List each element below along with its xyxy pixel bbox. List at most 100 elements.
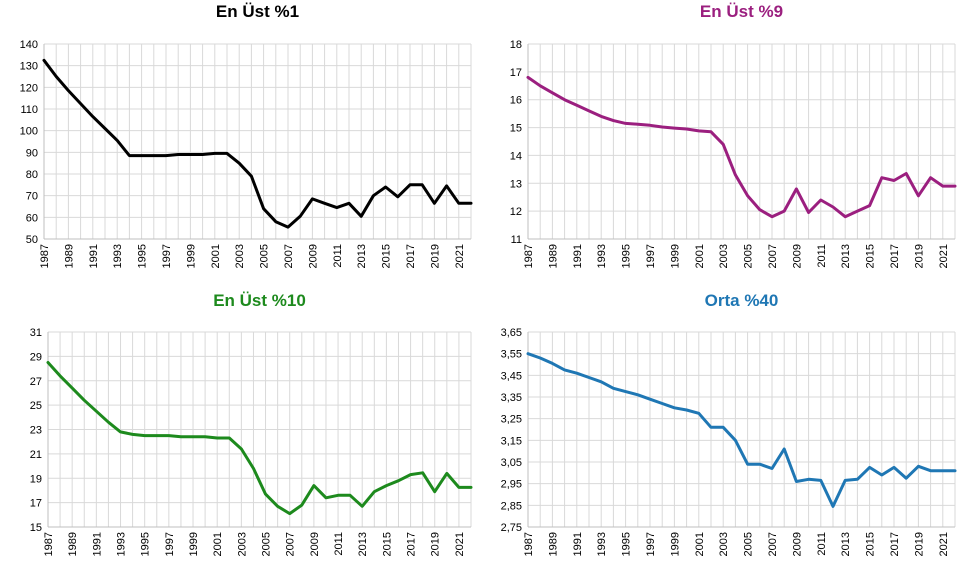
- y-tick-label: 80: [26, 169, 38, 181]
- y-tick-label: 27: [30, 376, 42, 388]
- data-point: [155, 434, 158, 437]
- chart-title: En Üst %9: [700, 2, 783, 21]
- y-tick-label: 120: [20, 82, 38, 94]
- data-point: [264, 493, 267, 496]
- x-tick-label: 1991: [88, 244, 100, 268]
- data-point: [600, 380, 603, 383]
- series-line: [42, 58, 473, 229]
- data-point: [880, 176, 883, 179]
- data-point: [783, 210, 786, 213]
- x-tick-label: 1995: [137, 244, 149, 268]
- x-tick-label: 2005: [261, 532, 273, 556]
- x-tick-label: 1987: [523, 532, 535, 556]
- data-point: [204, 435, 207, 438]
- x-tick-label: 1993: [596, 244, 608, 268]
- data-point: [445, 184, 448, 187]
- y-tick-label: 3,35: [501, 392, 522, 404]
- data-point: [189, 153, 192, 156]
- x-tick-label: 1999: [185, 244, 197, 268]
- data-point: [167, 434, 170, 437]
- data-point: [348, 202, 351, 205]
- x-tick-label: 2019: [429, 244, 441, 268]
- x-tick-label: 2009: [791, 532, 803, 556]
- data-point: [807, 211, 810, 214]
- data-point: [43, 59, 46, 62]
- data-point: [409, 183, 412, 186]
- x-tick-label: 2021: [454, 532, 466, 556]
- data-point: [868, 466, 871, 469]
- data-point: [783, 448, 786, 451]
- data-point: [771, 215, 774, 218]
- data-point: [685, 409, 688, 412]
- x-tick-label: 2015: [381, 244, 393, 268]
- data-point: [337, 494, 340, 497]
- data-point: [421, 471, 424, 474]
- chart-title: En Üst %10: [213, 291, 306, 310]
- x-tick-label: 1995: [621, 532, 633, 556]
- data-point: [551, 362, 554, 365]
- x-tick-label: 2019: [913, 532, 925, 556]
- data-point: [673, 406, 676, 409]
- data-point: [917, 465, 920, 468]
- x-tick-label: 1991: [91, 532, 103, 556]
- x-tick-label: 2011: [333, 532, 345, 556]
- data-point: [470, 202, 473, 205]
- data-point: [323, 202, 326, 205]
- data-point: [624, 122, 627, 125]
- data-point: [539, 357, 542, 360]
- y-tick-label: 21: [30, 449, 42, 461]
- data-point: [287, 226, 290, 229]
- y-tick-label: 130: [20, 61, 38, 73]
- data-point: [551, 91, 554, 94]
- y-tick-label: 90: [26, 147, 38, 159]
- series-line: [526, 352, 957, 508]
- data-point: [177, 153, 180, 156]
- y-tick-label: 31: [30, 327, 42, 339]
- data-point: [905, 477, 908, 480]
- x-tick-label: 2017: [405, 244, 417, 268]
- data-point: [588, 376, 591, 379]
- x-tick-label: 1999: [669, 532, 681, 556]
- data-point: [795, 480, 798, 483]
- series-line: [526, 75, 957, 219]
- data-point: [79, 102, 82, 105]
- data-point: [91, 115, 94, 118]
- data-point: [116, 139, 119, 142]
- data-point: [445, 472, 448, 475]
- y-tick-label: 14: [510, 150, 522, 162]
- data-point: [192, 435, 195, 438]
- x-tick-label: 1993: [596, 532, 608, 556]
- data-point: [624, 390, 627, 393]
- x-tick-label: 1997: [645, 244, 657, 268]
- line-chart-4: Orta %40 2,75 2,85 2,95 3,05 3,15 3,25 3,35 3,45…: [501, 291, 957, 556]
- y-tick-label: 18: [510, 39, 522, 51]
- x-tick-label: 2015: [865, 244, 877, 268]
- x-tick-label: 2007: [767, 244, 779, 268]
- x-tick-label: 2007: [283, 244, 295, 268]
- data-point: [746, 194, 749, 197]
- x-tick-label: 2017: [889, 244, 901, 268]
- data-point: [844, 479, 847, 482]
- data-point: [893, 466, 896, 469]
- data-point: [165, 154, 168, 157]
- y-tick-label: 2,75: [501, 522, 522, 534]
- data-point: [119, 430, 122, 433]
- x-tick-label: 2003: [234, 244, 246, 268]
- x-tick-label: 2021: [938, 532, 950, 556]
- data-point: [575, 372, 578, 375]
- x-tick-label: 2013: [840, 244, 852, 268]
- data-point: [710, 426, 713, 429]
- x-tick-label: 1989: [63, 244, 75, 268]
- x-tick-label: 1993: [112, 244, 124, 268]
- data-point: [734, 173, 737, 176]
- x-tick-label: 1991: [572, 532, 584, 556]
- data-point: [856, 478, 859, 481]
- data-point: [470, 486, 473, 489]
- data-point: [575, 104, 578, 107]
- y-tick-label: 11: [511, 234, 522, 246]
- data-point: [274, 220, 277, 223]
- data-point: [140, 154, 143, 157]
- data-point: [373, 490, 376, 493]
- data-point: [385, 484, 388, 487]
- y-tick-label: 15: [30, 522, 42, 534]
